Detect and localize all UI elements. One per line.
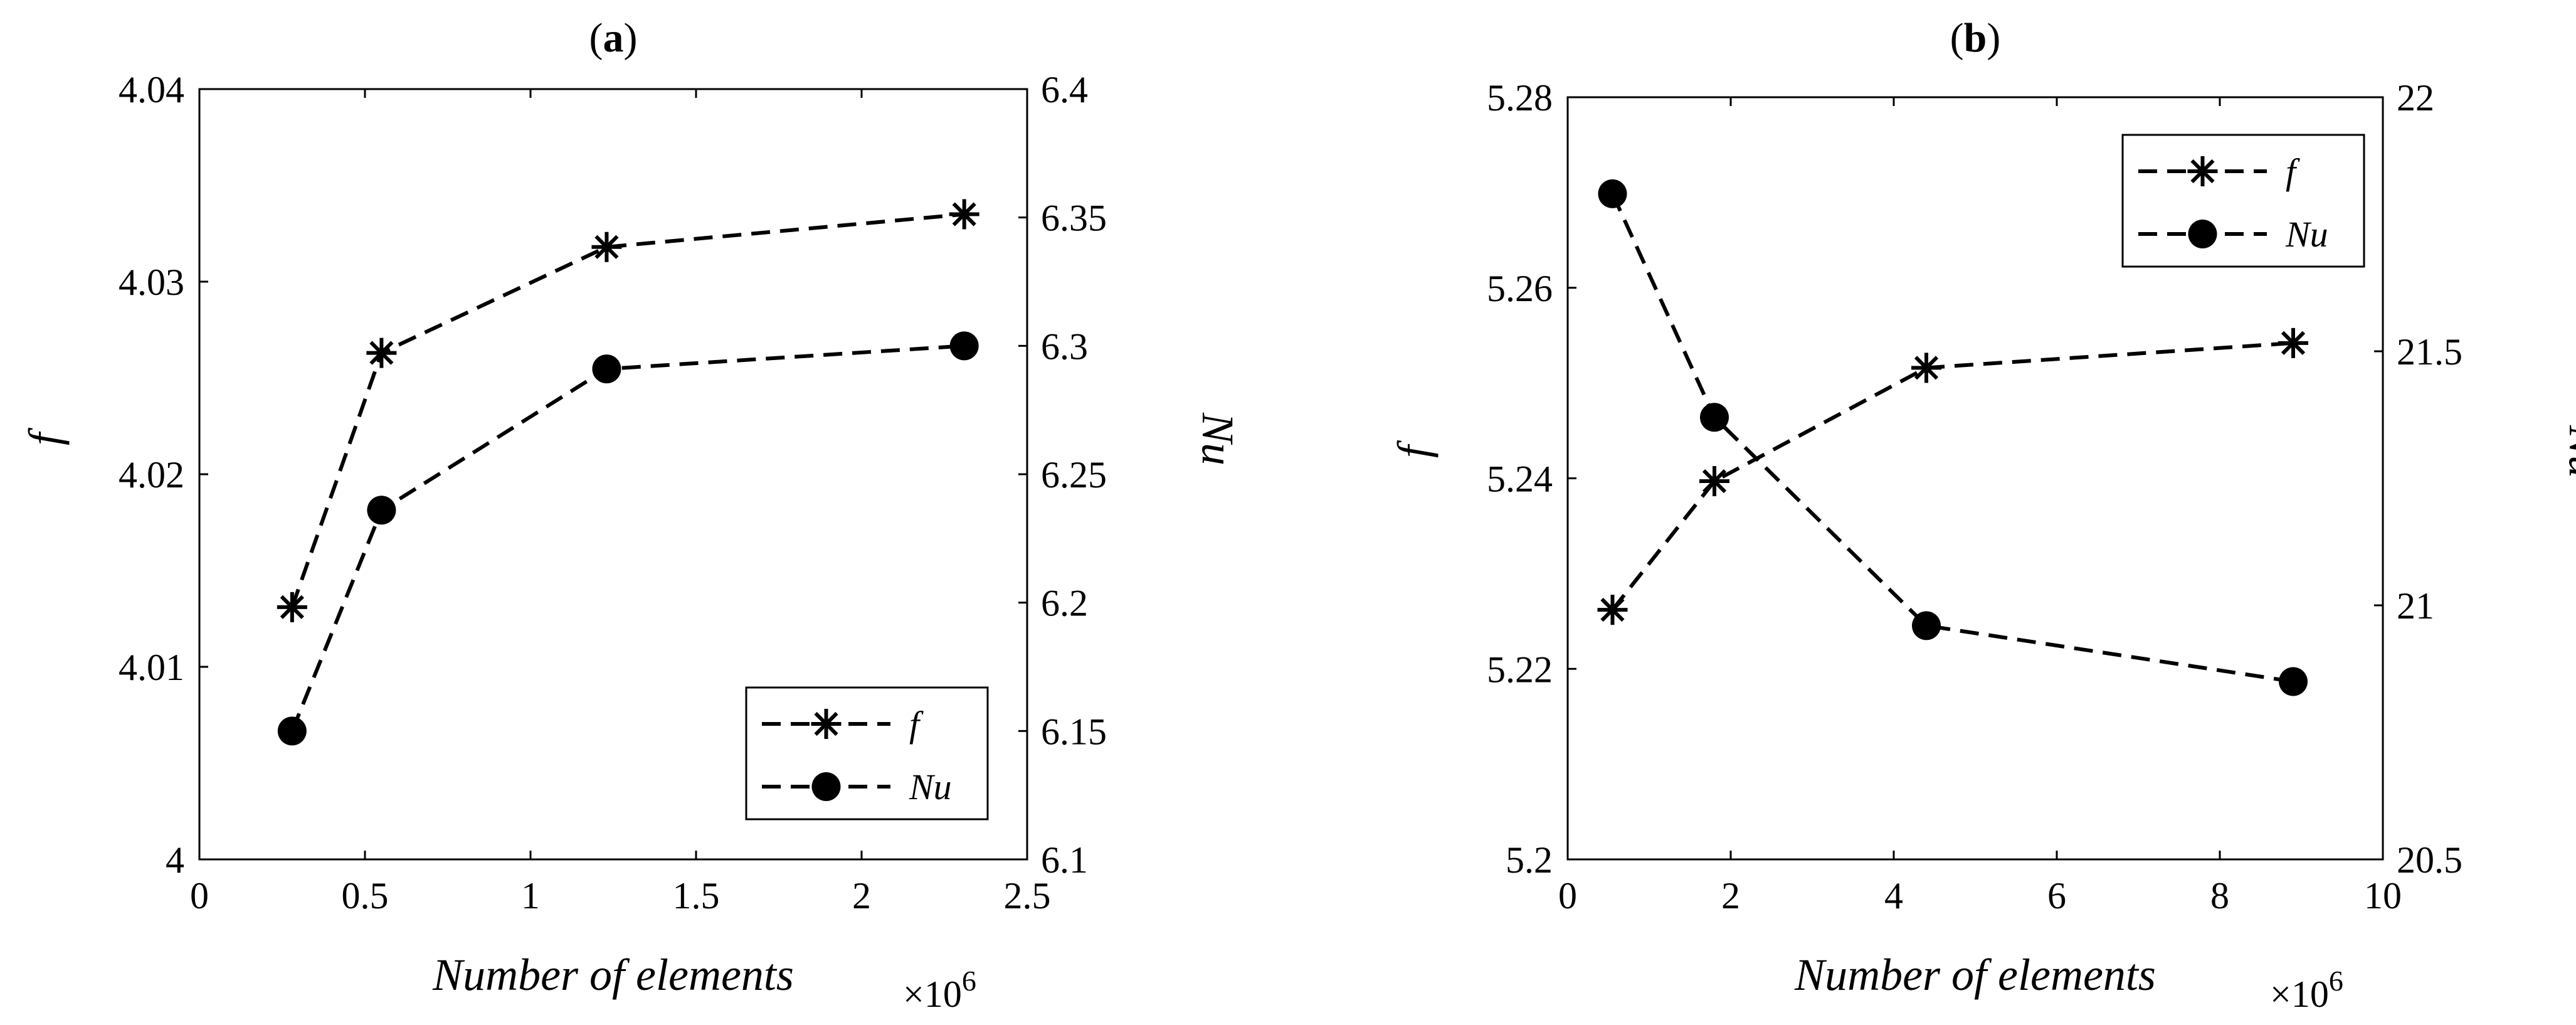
y-right-axis-label: Nu xyxy=(2560,425,2576,478)
x-tick-label: 0.5 xyxy=(342,875,389,916)
x-tick-label: 10 xyxy=(2364,875,2402,916)
series-line-nu xyxy=(1610,193,2294,684)
x-multiplier-exponent: 6 xyxy=(2329,965,2343,997)
data-point-f xyxy=(277,592,307,622)
legend: fNu xyxy=(2121,134,2365,268)
title-letter: b xyxy=(1964,15,1987,61)
data-point-nu xyxy=(367,496,396,525)
data-point-nu xyxy=(1598,179,1627,208)
series-line-f xyxy=(290,212,964,608)
legend-box xyxy=(745,686,989,821)
chart-a: (a) 0 0.5 1 1.5 2 2.5 4 4.01 4.02 4.03 4.04 6.1 6.15 6… xyxy=(19,15,1243,1015)
legend-label-nu: Nu xyxy=(909,767,952,807)
x-tick-label: 1 xyxy=(521,875,540,916)
y-right-tick-label: 6.35 xyxy=(1041,198,1107,239)
x-tick-label: 0 xyxy=(1558,875,1577,916)
legend-marker-nu xyxy=(811,772,841,801)
title-close-paren: ) xyxy=(1987,15,2000,61)
legend-marker-nu xyxy=(2188,220,2217,248)
y-right-tick-label: 21.5 xyxy=(2397,331,2463,373)
y-left-tick-label: 5.26 xyxy=(1487,268,1553,309)
x-multiplier-exponent: 6 xyxy=(962,965,976,997)
data-point-f xyxy=(2278,327,2308,358)
y-right-tick-label: 6.3 xyxy=(1041,326,1088,367)
x-axis-label: Number of elements xyxy=(1794,950,2156,1000)
data-point-f xyxy=(591,231,622,262)
y-left-tick-label: 5.2 xyxy=(1506,839,1553,881)
data-point-nu xyxy=(1912,611,1941,640)
title-open-paren: ( xyxy=(1950,15,1964,61)
chart-title: (a) xyxy=(589,15,638,61)
x-axis-label: Number of elements xyxy=(432,950,794,1000)
y-left-tick-label: 4.03 xyxy=(119,262,184,303)
y-right-tick-label: 20.5 xyxy=(2397,839,2463,881)
data-point-nu xyxy=(1700,403,1729,432)
legend-marker-f xyxy=(2187,156,2218,186)
data-point-nu xyxy=(277,716,307,746)
x-multiplier-base: ×10 xyxy=(903,974,962,1015)
x-multiplier: ×106 xyxy=(2270,965,2343,1015)
y-left-tick-label: 4.01 xyxy=(119,647,184,688)
legend-marker-f xyxy=(811,709,842,739)
y-right-axis-label: Nu xyxy=(1193,412,1243,465)
data-point-f xyxy=(366,337,397,368)
x-tick-label: 8 xyxy=(2210,875,2229,916)
y-left-tick-label: 5.24 xyxy=(1487,459,1553,500)
x-tick-label: 0 xyxy=(190,875,209,916)
title-letter: a xyxy=(603,15,624,61)
y-left-tick-label: 4.02 xyxy=(119,454,184,496)
y-right-tick-label: 22 xyxy=(2397,77,2434,119)
data-point-nu xyxy=(2279,667,2308,696)
title-open-paren: ( xyxy=(589,15,603,61)
y-right-tick-label: 6.4 xyxy=(1041,69,1088,110)
chart-title: (b) xyxy=(1950,15,2001,61)
y-right-tick-label: 6.25 xyxy=(1041,454,1107,496)
data-point-f xyxy=(1911,353,1941,383)
x-multiplier-base: ×10 xyxy=(2270,974,2329,1015)
data-point-f xyxy=(1699,466,1729,497)
x-tick-label: 2 xyxy=(852,875,871,916)
chart-b: (b) 0 2 4 6 8 10 5.2 5.22 5.24 5.26 5.28 20.5 21 21.5 2… xyxy=(1388,15,2576,1015)
y-left-tick-label: 5.22 xyxy=(1487,649,1553,690)
series-line-f xyxy=(1611,341,2294,611)
y-right-tick-label: 6.15 xyxy=(1041,711,1107,752)
series-line-nu xyxy=(290,344,964,732)
y-right-tick-label: 21 xyxy=(2397,585,2434,627)
y-right-tick-label: 6.2 xyxy=(1041,583,1088,624)
x-tick-label: 1.5 xyxy=(673,875,720,916)
x-tick-label: 6 xyxy=(2047,875,2066,916)
y-left-tick-label: 5.28 xyxy=(1487,77,1553,119)
data-point-nu xyxy=(592,354,621,384)
x-tick-label: 2 xyxy=(1721,875,1740,916)
y-right-tick-label: 6.1 xyxy=(1041,839,1088,881)
x-tick-label: 2.5 xyxy=(1004,875,1051,916)
y-left-tick-label: 4.04 xyxy=(119,69,184,110)
legend-box xyxy=(2121,134,2365,268)
legend: fNu xyxy=(745,686,989,821)
data-point-nu xyxy=(949,331,979,361)
data-point-f xyxy=(949,199,979,230)
legend-label-nu: Nu xyxy=(2285,214,2328,255)
data-point-f xyxy=(1597,595,1628,625)
y-left-axis-label: f xyxy=(1388,440,1438,458)
x-multiplier: ×106 xyxy=(903,965,976,1015)
title-close-paren: ) xyxy=(624,15,638,61)
x-tick-label: 4 xyxy=(1884,875,1903,916)
y-left-tick-label: 4 xyxy=(166,839,184,881)
y-left-axis-label: f xyxy=(19,427,70,445)
